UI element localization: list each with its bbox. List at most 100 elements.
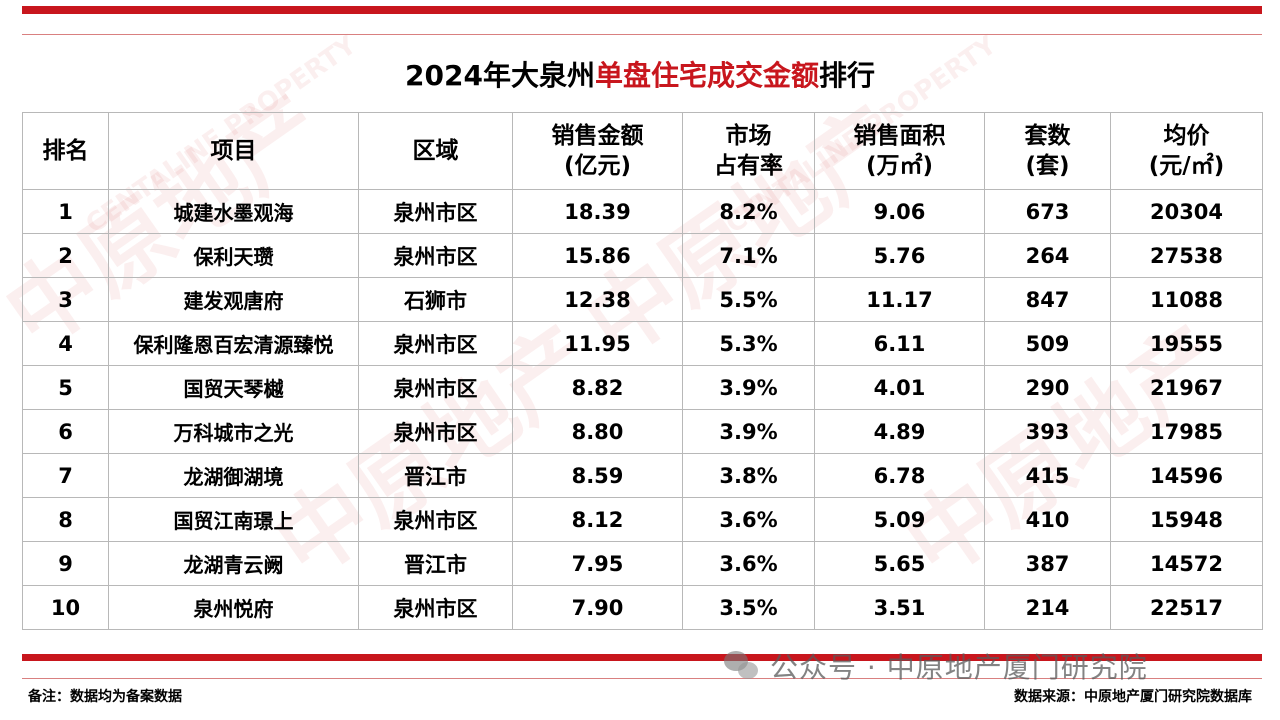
- wechat-icon: [724, 651, 760, 681]
- title-suffix: 排行: [818, 59, 875, 92]
- cell-price: 19555: [1110, 321, 1263, 366]
- cell-share: 5.3%: [682, 321, 815, 366]
- header-region: 区域: [358, 112, 513, 190]
- cell-share: 7.1%: [682, 233, 815, 278]
- table-row: 2 保利天瓒 泉州市区 15.86 7.1% 5.76 264 27538: [22, 233, 1263, 278]
- cell-area: 5.65: [814, 541, 985, 586]
- table-row: 5 国贸天琴樾 泉州市区 8.82 3.9% 4.01 290 21967: [22, 365, 1263, 410]
- table-row: 3 建发观唐府 石狮市 12.38 5.5% 11.17 847 11088: [22, 277, 1263, 322]
- header-units: 套数 (套): [984, 112, 1111, 190]
- bottom-red-bar: [22, 654, 1262, 661]
- cell-sales: 7.95: [512, 541, 683, 586]
- cell-region: 晋江市: [358, 541, 513, 586]
- cell-area: 9.06: [814, 189, 985, 234]
- cell-share: 3.8%: [682, 453, 815, 498]
- cell-sales: 11.95: [512, 321, 683, 366]
- top-divider: [22, 34, 1262, 35]
- header-area: 销售面积 (万㎡): [814, 112, 985, 190]
- cell-price: 27538: [1110, 233, 1263, 278]
- cell-price: 17985: [1110, 409, 1263, 454]
- title-prefix: 2024年大泉州: [405, 59, 595, 92]
- table-row: 7 龙湖御湖境 晋江市 8.59 3.8% 6.78 415 14596: [22, 453, 1263, 498]
- header-sales: 销售金额 (亿元): [512, 112, 683, 190]
- cell-units: 393: [984, 409, 1111, 454]
- cell-region: 石狮市: [358, 277, 513, 322]
- cell-project: 泉州悦府: [108, 585, 359, 630]
- cell-project: 保利天瓒: [108, 233, 359, 278]
- cell-units: 509: [984, 321, 1111, 366]
- cell-units: 264: [984, 233, 1111, 278]
- cell-rank: 5: [22, 365, 109, 410]
- cell-rank: 3: [22, 277, 109, 322]
- cell-region: 泉州市区: [358, 585, 513, 630]
- cell-project: 城建水墨观海: [108, 189, 359, 234]
- cell-rank: 2: [22, 233, 109, 278]
- cell-share: 3.5%: [682, 585, 815, 630]
- cell-area: 3.51: [814, 585, 985, 630]
- cell-sales: 12.38: [512, 277, 683, 322]
- cell-area: 4.01: [814, 365, 985, 410]
- cell-share: 3.9%: [682, 409, 815, 454]
- wechat-account-label: 公众号 · 中原地产厦门研究院: [770, 651, 1148, 684]
- wechat-watermark: 公众号 · 中原地产厦门研究院: [724, 644, 1148, 688]
- top-red-bar: [22, 6, 1262, 14]
- cell-rank: 9: [22, 541, 109, 586]
- bottom-divider: [22, 678, 1262, 679]
- cell-project: 国贸天琴樾: [108, 365, 359, 410]
- footer-note: 备注：数据均为备案数据: [28, 689, 182, 705]
- cell-units: 847: [984, 277, 1111, 322]
- cell-area: 5.09: [814, 497, 985, 542]
- cell-project: 万科城市之光: [108, 409, 359, 454]
- cell-price: 20304: [1110, 189, 1263, 234]
- cell-units: 415: [984, 453, 1111, 498]
- cell-units: 673: [984, 189, 1111, 234]
- footer-source: 数据来源：中原地产厦门研究院数据库: [1014, 689, 1252, 705]
- cell-sales: 8.82: [512, 365, 683, 410]
- table-row: 10 泉州悦府 泉州市区 7.90 3.5% 3.51 214 22517: [22, 585, 1263, 630]
- cell-sales: 8.80: [512, 409, 683, 454]
- cell-rank: 4: [22, 321, 109, 366]
- cell-price: 15948: [1110, 497, 1263, 542]
- cell-area: 4.89: [814, 409, 985, 454]
- header-rank: 排名: [22, 112, 109, 190]
- cell-sales: 8.59: [512, 453, 683, 498]
- cell-region: 泉州市区: [358, 321, 513, 366]
- cell-units: 410: [984, 497, 1111, 542]
- cell-share: 3.9%: [682, 365, 815, 410]
- table-row: 6 万科城市之光 泉州市区 8.80 3.9% 4.89 393 17985: [22, 409, 1263, 454]
- cell-price: 11088: [1110, 277, 1263, 322]
- cell-rank: 7: [22, 453, 109, 498]
- cell-project: 龙湖青云阙: [108, 541, 359, 586]
- cell-sales: 18.39: [512, 189, 683, 234]
- cell-region: 晋江市: [358, 453, 513, 498]
- cell-project: 龙湖御湖境: [108, 453, 359, 498]
- cell-area: 11.17: [814, 277, 985, 322]
- table-row: 9 龙湖青云阙 晋江市 7.95 3.6% 5.65 387 14572: [22, 541, 1263, 586]
- cell-area: 6.78: [814, 453, 985, 498]
- header-price: 均价 (元/㎡): [1110, 112, 1263, 190]
- cell-share: 5.5%: [682, 277, 815, 322]
- cell-share: 8.2%: [682, 189, 815, 234]
- cell-price: 22517: [1110, 585, 1263, 630]
- cell-project: 建发观唐府: [108, 277, 359, 322]
- header-share: 市场 占有率: [682, 112, 815, 190]
- cell-project: 国贸江南璟上: [108, 497, 359, 542]
- cell-share: 3.6%: [682, 497, 815, 542]
- cell-region: 泉州市区: [358, 189, 513, 234]
- cell-units: 290: [984, 365, 1111, 410]
- page-title: 2024年大泉州单盘住宅成交金额排行: [0, 52, 1280, 100]
- cell-price: 14596: [1110, 453, 1263, 498]
- table-row: 4 保利隆恩百宏清源臻悦 泉州市区 11.95 5.3% 6.11 509 19…: [22, 321, 1263, 366]
- cell-area: 6.11: [814, 321, 985, 366]
- cell-sales: 7.90: [512, 585, 683, 630]
- cell-region: 泉州市区: [358, 365, 513, 410]
- table-row: 1 城建水墨观海 泉州市区 18.39 8.2% 9.06 673 20304: [22, 189, 1263, 234]
- cell-share: 3.6%: [682, 541, 815, 586]
- cell-sales: 15.86: [512, 233, 683, 278]
- cell-price: 21967: [1110, 365, 1263, 410]
- cell-price: 14572: [1110, 541, 1263, 586]
- cell-region: 泉州市区: [358, 233, 513, 278]
- cell-region: 泉州市区: [358, 497, 513, 542]
- ranking-table: 排名 项目 区域 销售金额 (亿元) 市场 占有率 销售面积 (万㎡) 套数 (套) 均…: [22, 112, 1263, 630]
- cell-area: 5.76: [814, 233, 985, 278]
